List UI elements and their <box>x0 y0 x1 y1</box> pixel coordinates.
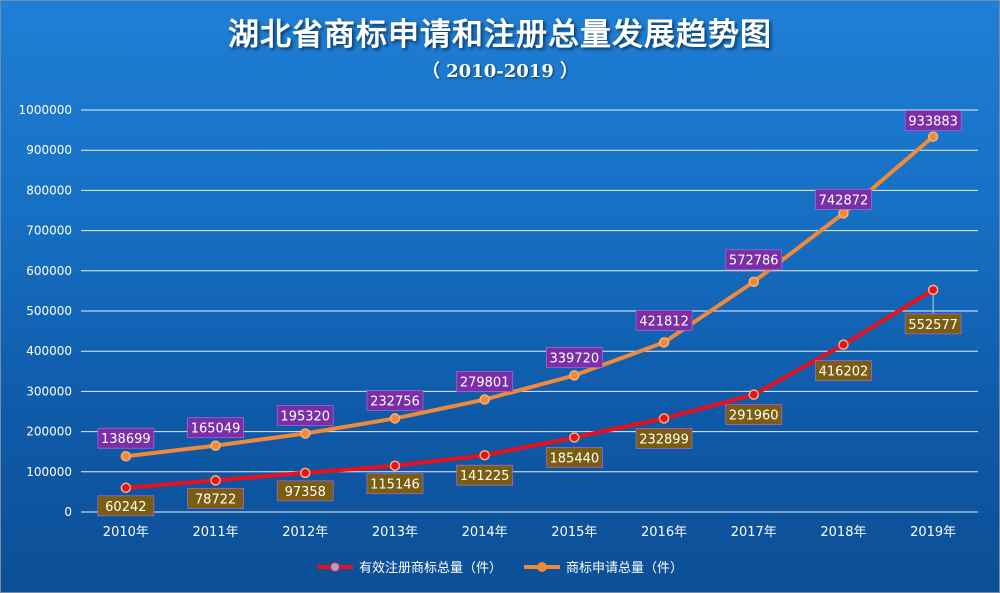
data-label-box-applications <box>815 188 872 210</box>
data-label-box-applications <box>904 110 962 131</box>
data-label-applications: 195320 <box>280 409 330 424</box>
legend-swatch-applications <box>524 561 560 572</box>
data-point-registered <box>389 460 401 471</box>
data-label-box-applications <box>545 347 603 368</box>
data-label-registered: 552577 <box>908 318 958 333</box>
data-label-registered: 185440 <box>550 451 600 466</box>
data-point-applications <box>838 208 849 219</box>
data-label-applications: 279801 <box>460 376 510 391</box>
y-tick-label: 600000 <box>26 264 72 278</box>
data-label-applications: 421812 <box>639 314 689 329</box>
y-tick-label: 500000 <box>26 304 72 318</box>
data-label-registered: 232899 <box>639 432 689 447</box>
x-tick-label: 2011年 <box>193 525 239 540</box>
data-label-box-registered <box>904 313 962 335</box>
data-label-box-registered <box>187 487 244 509</box>
data-point-registered <box>210 475 221 486</box>
legend-item-registered[interactable]: 有效注册商标总量（件） <box>316 557 502 576</box>
y-tick-label: 0 <box>64 505 72 519</box>
x-tick-label: 2010年 <box>103 525 149 540</box>
chart-title: 湖北省商标申请和注册总量发展趋势图 <box>228 17 772 53</box>
data-point-registered <box>300 467 311 479</box>
data-point-registered <box>748 389 759 400</box>
data-label-registered: 78722 <box>195 492 236 507</box>
data-point-applications <box>748 276 759 287</box>
data-label-registered: 291960 <box>729 409 779 424</box>
x-tick-label: 2019年 <box>910 525 956 540</box>
data-point-applications <box>927 131 939 142</box>
data-point-registered <box>479 449 490 461</box>
chart-subtitle: （ 2010-2019 ） <box>421 61 579 82</box>
data-label-box-applications <box>456 371 514 392</box>
data-label-applications: 742872 <box>819 193 869 208</box>
y-tick-label: 1000000 <box>19 103 72 117</box>
data-label-box-applications <box>725 249 783 271</box>
x-tick-label: 2014年 <box>462 525 508 540</box>
data-point-registered <box>658 413 670 424</box>
data-label-box-applications <box>635 310 693 331</box>
data-point-registered <box>569 432 580 443</box>
x-tick-label: 2016年 <box>641 525 687 540</box>
y-tick-label: 300000 <box>26 384 72 398</box>
data-point-registered <box>120 482 132 494</box>
data-label-applications: 232756 <box>370 394 420 409</box>
data-label-registered: 97358 <box>285 485 326 500</box>
data-label-registered: 416202 <box>819 365 869 380</box>
y-tick-label: 900000 <box>26 143 72 157</box>
legend: 有效注册商标总量（件） 商标申请总量（件） <box>1 557 999 576</box>
data-point-applications <box>300 428 311 439</box>
data-label-box-registered <box>725 404 783 426</box>
legend-label-registered: 有效注册商标总量（件） <box>358 561 502 576</box>
legend-label-applications: 商标申请总量（件） <box>566 561 684 576</box>
data-point-applications <box>210 440 221 451</box>
data-label-applications: 339720 <box>550 351 600 366</box>
data-label-box-registered <box>635 427 693 449</box>
data-label-box-registered <box>276 480 334 502</box>
y-tick-label: 400000 <box>26 344 72 358</box>
data-label-box-registered <box>456 464 514 486</box>
data-label-box-registered <box>545 447 603 468</box>
data-point-applications <box>569 370 580 381</box>
data-point-applications <box>658 337 670 348</box>
data-point-registered <box>838 339 849 350</box>
series-line-registered <box>123 287 936 490</box>
data-label-box-applications <box>97 427 155 449</box>
data-label-applications: 138699 <box>101 432 151 447</box>
legend-item-applications[interactable]: 商标申请总量（件） <box>524 557 683 576</box>
data-label-applications: 933883 <box>908 115 958 130</box>
x-tick-label: 2018年 <box>820 525 866 540</box>
data-label-box-registered <box>815 360 872 382</box>
data-label-applications: 572786 <box>729 254 779 269</box>
y-tick-label: 200000 <box>26 425 72 439</box>
y-tick-label: 100000 <box>26 465 72 479</box>
x-tick-label: 2015年 <box>551 525 597 540</box>
y-tick-label: 700000 <box>26 224 72 238</box>
data-point-applications <box>479 394 490 405</box>
data-point-applications <box>389 413 401 424</box>
x-tick-label: 2017年 <box>731 525 777 540</box>
data-point-registered <box>927 284 939 296</box>
data-label-registered: 141225 <box>460 469 510 484</box>
data-label-box-registered <box>97 495 155 517</box>
data-label-box-applications <box>187 417 244 439</box>
data-label-registered: 115146 <box>370 478 420 493</box>
x-tick-label: 2013年 <box>372 525 418 540</box>
data-label-applications: 165049 <box>191 422 241 437</box>
series-line-applications <box>123 134 936 459</box>
y-tick-label: 800000 <box>26 183 72 197</box>
data-point-applications <box>120 450 132 462</box>
data-label-registered: 60242 <box>105 500 146 515</box>
x-tick-label: 2012年 <box>282 525 328 540</box>
data-label-box-applications <box>276 405 334 426</box>
legend-swatch-registered <box>316 561 353 572</box>
data-label-box-applications <box>366 390 424 411</box>
data-label-box-registered <box>366 473 424 495</box>
